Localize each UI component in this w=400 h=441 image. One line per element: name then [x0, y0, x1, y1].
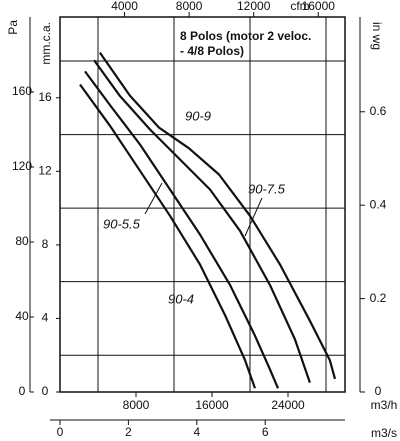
curve [93, 59, 311, 383]
y2-tick-label: 16 [38, 90, 52, 104]
x3-tick-label: 0 [57, 425, 64, 439]
y-tick-label: 120 [12, 159, 32, 173]
y-tick-label: 80 [15, 234, 29, 248]
leader-line [244, 197, 263, 237]
x-tick-label: 16000 [195, 398, 229, 412]
y2-tick-label: 12 [38, 164, 52, 178]
x2-tick-label: 4000 [111, 0, 138, 13]
curve-label: 90-4 [168, 291, 194, 306]
x3-tick-label: 4 [193, 425, 200, 439]
curve-label: 90-9 [185, 108, 211, 123]
y2-tick-label: 4 [42, 311, 49, 325]
x2-axis-title: cfm [290, 0, 309, 13]
y3-axis-title: in wg [370, 22, 384, 50]
x2-tick-label: 16000 [302, 0, 336, 13]
y-axis-title: Pa [6, 20, 20, 35]
x-tick-label: 24000 [271, 398, 305, 412]
x3-tick-label: 2 [125, 425, 132, 439]
chart-title: 8 Polos (motor 2 veloc. [180, 29, 311, 43]
x-tick-label: 8000 [123, 398, 150, 412]
y3-tick-label: 0 [375, 384, 382, 398]
x3-tick-label: 6 [262, 425, 269, 439]
x3-axis-title: m3/s [371, 426, 397, 440]
leader-line [144, 182, 163, 215]
y-tick-label: 160 [12, 84, 32, 98]
y3-tick-label: 0.4 [370, 197, 387, 211]
y-tick-label: 40 [15, 309, 29, 323]
curve [98, 51, 337, 380]
y2-tick-label: 8 [42, 237, 49, 251]
curve [84, 70, 280, 389]
y3-tick-label: 0.2 [370, 291, 387, 305]
curve-label: 90-7.5 [248, 181, 286, 196]
x-axis-title: m3/h [371, 398, 398, 412]
x2-tick-label: 8000 [176, 0, 203, 13]
plot-frame [59, 16, 346, 393]
y2-axis-title: mm.c.a. [39, 22, 53, 65]
curve-label: 90-5.5 [103, 216, 141, 231]
curve [79, 83, 257, 389]
y-tick-label: 0 [19, 384, 26, 398]
x2-tick-label: 12000 [237, 0, 271, 13]
chart-title: - 4/8 Polos) [180, 44, 244, 58]
y3-tick-label: 0.6 [370, 104, 387, 118]
y2-tick-label: 0 [42, 384, 49, 398]
